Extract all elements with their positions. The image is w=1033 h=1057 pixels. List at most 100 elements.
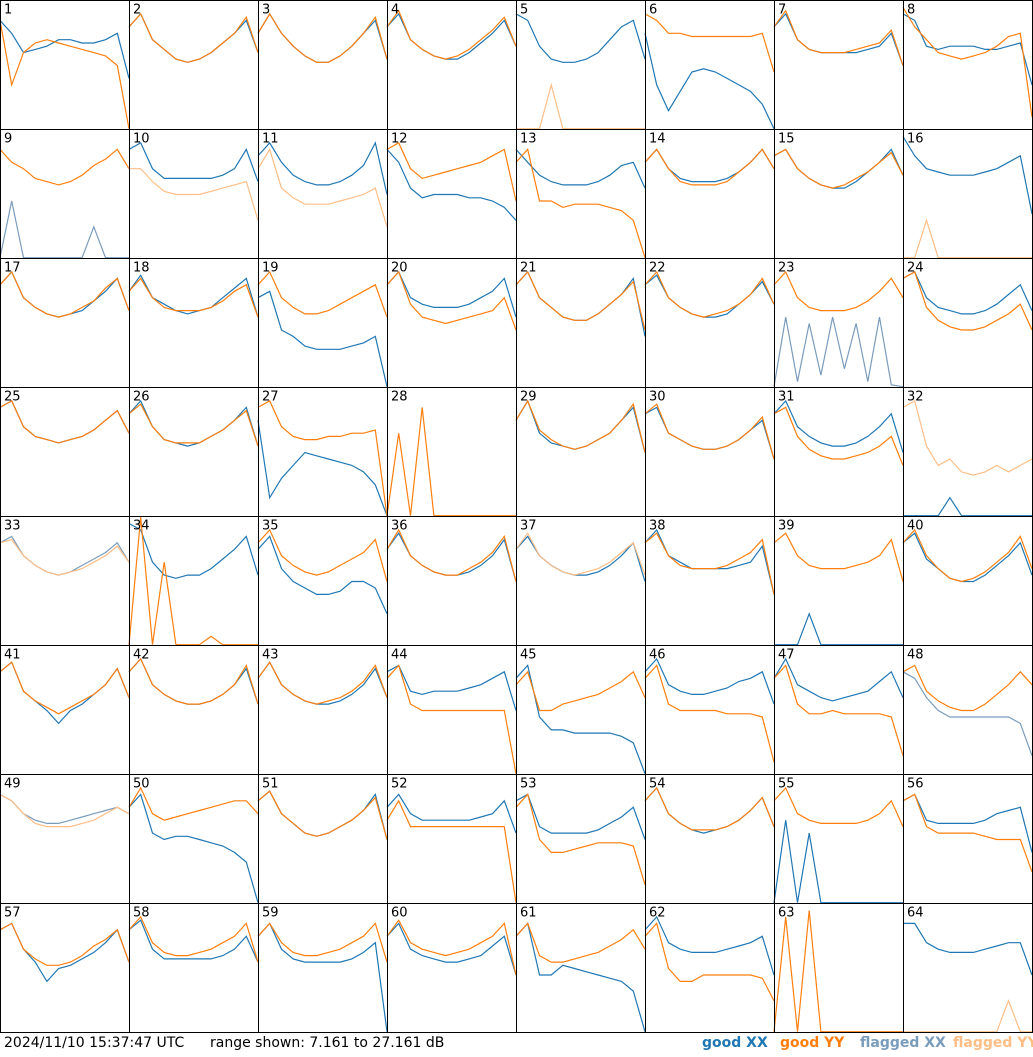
spectrum-line bbox=[773, 9, 904, 66]
panel-border bbox=[129, 903, 259, 1033]
spectrum-line bbox=[515, 532, 646, 576]
spectrum-line bbox=[902, 7, 1033, 118]
panel-border bbox=[516, 645, 646, 775]
panel: 31 bbox=[773, 387, 904, 517]
panel-border bbox=[258, 129, 388, 259]
spectrum-line bbox=[128, 12, 259, 63]
spectrum-line bbox=[257, 290, 388, 387]
panel-border bbox=[516, 129, 646, 259]
spectrum-line bbox=[902, 528, 1033, 583]
panel: 60 bbox=[386, 903, 517, 1033]
spectrum-line bbox=[902, 793, 1033, 853]
panel-border bbox=[645, 903, 775, 1033]
spectrum-line bbox=[644, 33, 775, 129]
spectrum-line bbox=[644, 532, 775, 595]
panel-label: 35 bbox=[262, 519, 279, 534]
panel: 14 bbox=[644, 129, 775, 259]
spectrum-line bbox=[773, 316, 904, 388]
panel-label: 7 bbox=[778, 3, 786, 18]
panel-border bbox=[903, 387, 1033, 517]
panel: 58 bbox=[128, 903, 259, 1033]
panel-border bbox=[0, 0, 130, 130]
panel: 24 bbox=[902, 258, 1033, 388]
panel-border bbox=[645, 0, 775, 130]
spectrum-line bbox=[902, 136, 1033, 215]
panel-label: 45 bbox=[520, 648, 537, 663]
panel: 53 bbox=[515, 774, 646, 904]
panel-label: 30 bbox=[649, 390, 666, 405]
panel-label: 29 bbox=[520, 390, 537, 405]
panel: 20 bbox=[386, 258, 517, 388]
panel: 15 bbox=[773, 129, 904, 259]
spectrum-line bbox=[515, 793, 646, 840]
spectrum-line bbox=[257, 535, 388, 615]
panel: 1 bbox=[0, 0, 130, 130]
panel: 22 bbox=[644, 258, 775, 388]
panel-label: 39 bbox=[778, 519, 795, 534]
panel-border bbox=[774, 774, 904, 904]
spectrum-line bbox=[386, 922, 517, 976]
panel-label: 3 bbox=[262, 3, 270, 18]
panel-border bbox=[129, 387, 259, 517]
spectrum-line bbox=[773, 399, 904, 453]
panel: 35 bbox=[257, 516, 388, 646]
panel-label: 12 bbox=[391, 132, 408, 147]
spectrum-line bbox=[515, 793, 646, 885]
spectrum-line bbox=[128, 786, 259, 821]
spectrum-line bbox=[773, 910, 903, 1033]
panel-label: 10 bbox=[133, 132, 150, 147]
panel-label: 2 bbox=[133, 3, 141, 18]
panel: 2 bbox=[128, 0, 259, 130]
spectrum-line bbox=[386, 528, 517, 582]
spectrum-line bbox=[515, 148, 646, 189]
panel-border bbox=[774, 258, 904, 388]
spectrum-line bbox=[903, 496, 1032, 517]
panel-label: 34 bbox=[133, 519, 150, 534]
panel-label: 55 bbox=[778, 777, 795, 792]
panel-label: 52 bbox=[391, 777, 408, 792]
spectrum-line bbox=[773, 148, 904, 189]
panel: 56 bbox=[902, 774, 1033, 904]
panel-border bbox=[645, 387, 775, 517]
spectrum-line bbox=[128, 522, 259, 579]
panel-label: 15 bbox=[778, 132, 795, 147]
panel: 61 bbox=[515, 903, 646, 1033]
spectrum-line bbox=[0, 538, 130, 576]
panel-label: 22 bbox=[649, 261, 666, 276]
panel: 21 bbox=[515, 258, 646, 388]
spectrum-line bbox=[128, 403, 259, 447]
panel-label: 63 bbox=[778, 906, 795, 921]
panel-border bbox=[129, 0, 259, 130]
panel-border bbox=[0, 774, 130, 904]
panel: 52 bbox=[386, 774, 517, 904]
panel-label: 33 bbox=[4, 519, 21, 534]
spectrum-line bbox=[773, 406, 904, 466]
spectrum-line bbox=[644, 786, 775, 831]
spectrum-line bbox=[515, 148, 646, 258]
panel-label: 62 bbox=[649, 906, 666, 921]
panel-border bbox=[387, 516, 517, 646]
spectrum-line bbox=[386, 142, 517, 202]
spectrum-line bbox=[128, 657, 259, 705]
panel: 43 bbox=[257, 645, 388, 775]
spectrum-line bbox=[516, 82, 645, 130]
spectrum-line bbox=[257, 661, 388, 705]
spectrum-line bbox=[128, 277, 259, 318]
panel-label: 5 bbox=[520, 3, 528, 18]
spectrum-line bbox=[903, 999, 1032, 1033]
spectrum-line bbox=[0, 400, 130, 444]
spectrum-line bbox=[386, 799, 517, 903]
range-info: range shown: 7.161 to 27.161 dB bbox=[210, 1035, 444, 1051]
panel: 10 bbox=[128, 129, 259, 259]
spectrum-line bbox=[515, 399, 646, 453]
panel-border bbox=[0, 903, 130, 1033]
panel-label: 40 bbox=[907, 519, 924, 534]
spectrum-line bbox=[773, 820, 903, 904]
panel-label: 17 bbox=[4, 261, 21, 276]
spectrum-line bbox=[644, 528, 775, 595]
panel-label: 57 bbox=[4, 906, 21, 921]
spectrum-line bbox=[515, 664, 646, 774]
spectrum-line bbox=[902, 532, 1033, 583]
panel: 33 bbox=[0, 516, 130, 646]
